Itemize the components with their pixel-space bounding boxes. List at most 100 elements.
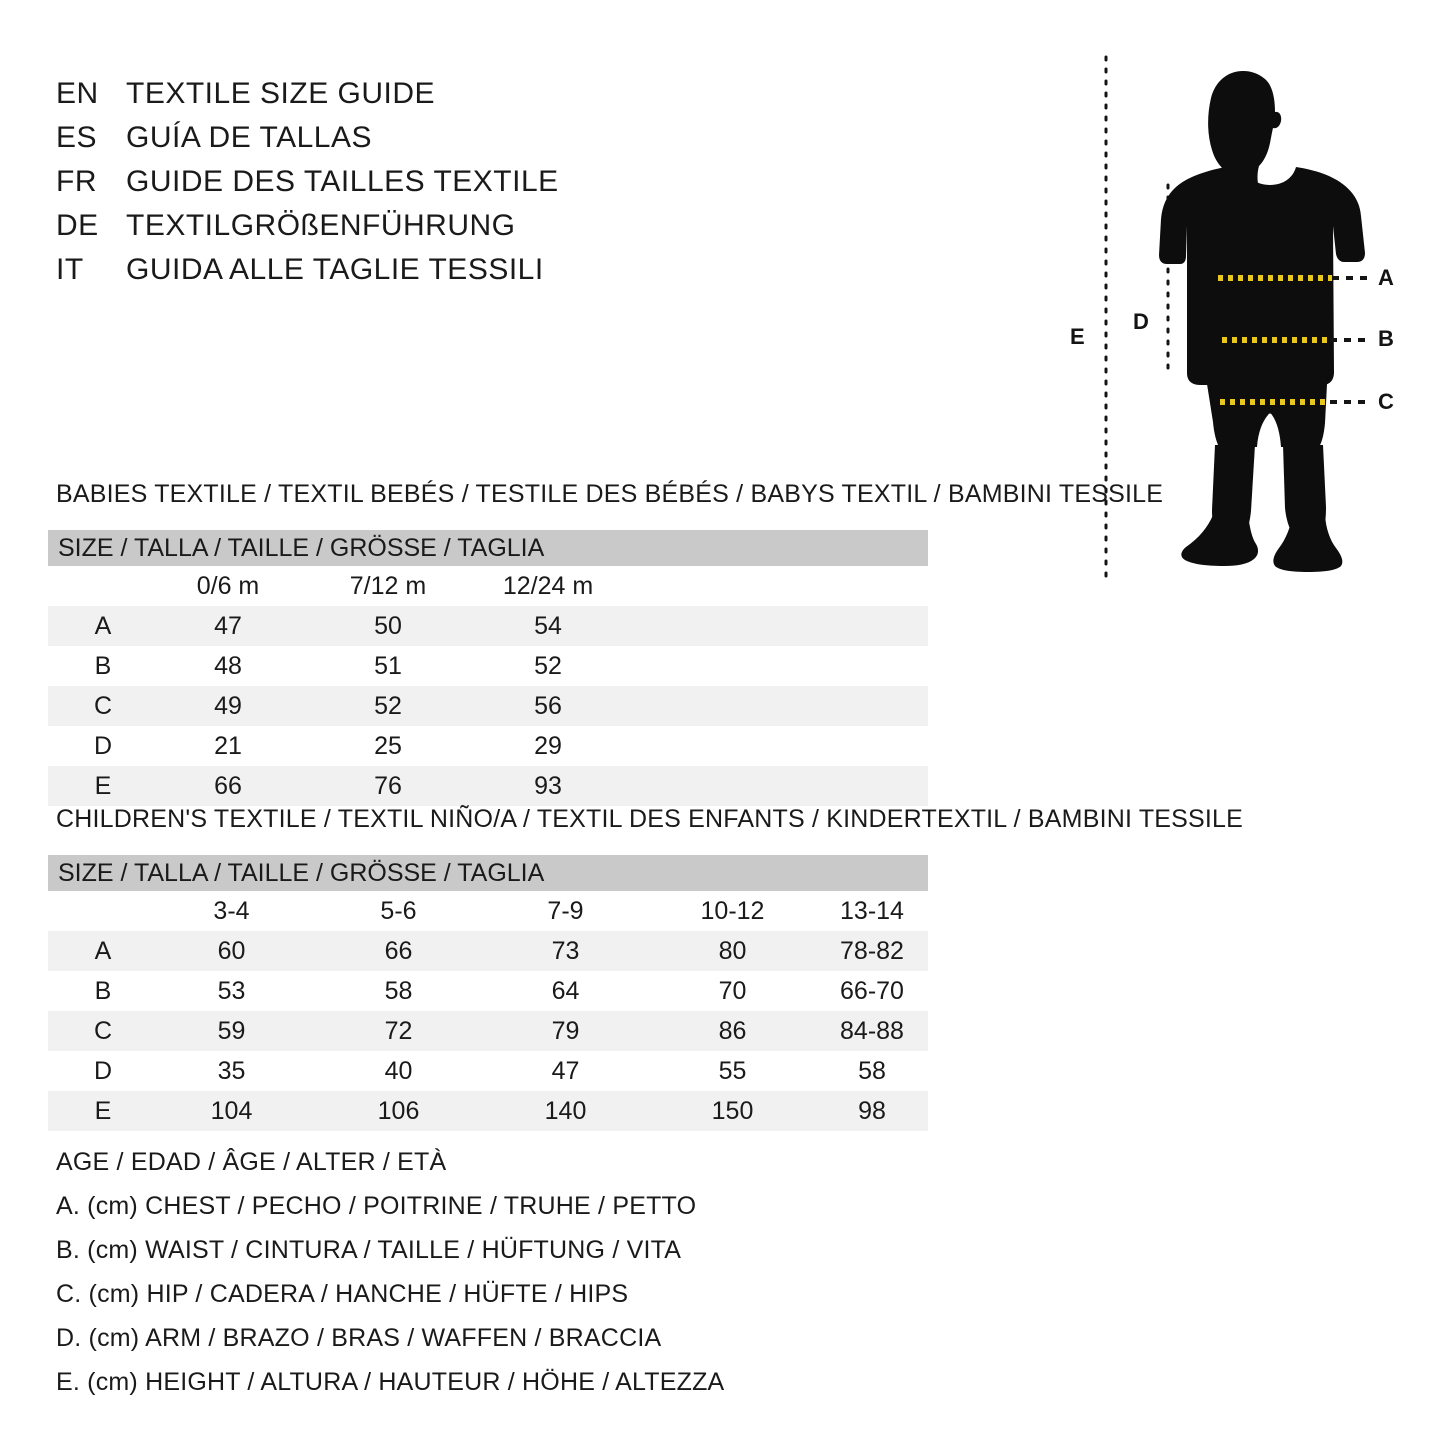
children-cell-b-3: 70 — [649, 971, 816, 1011]
table-row: D 21 25 29 — [48, 726, 929, 766]
children-cell-d-0: 35 — [148, 1051, 315, 1091]
children-size-table: SIZE / TALLA / TAILLE / GRÖSSE / TAGLIA … — [48, 855, 928, 1131]
children-column-header-3: 10-12 — [649, 891, 816, 931]
babies-group-header: SIZE / TALLA / TAILLE / GRÖSSE / TAGLIA — [48, 530, 929, 566]
measurement-legend: AGE / EDAD / ÂGE / ALTER / ETÀ A. (cm) C… — [56, 1140, 956, 1404]
children-cell-b-1: 58 — [315, 971, 482, 1011]
babies-cell-a-2: 54 — [468, 606, 628, 646]
language-header-block: EN TEXTILE SIZE GUIDE ES GUÍA DE TALLAS … — [56, 72, 676, 292]
language-row-it: IT GUIDA ALLE TAGLIE TESSILI — [56, 248, 676, 292]
table-row: A 47 50 54 — [48, 606, 929, 646]
babies-cell-c-0: 49 — [148, 686, 308, 726]
children-cell-a-0: 60 — [148, 931, 315, 971]
children-cell-a-2: 73 — [482, 931, 649, 971]
babies-cell-a-1: 50 — [308, 606, 468, 646]
children-cell-c-0: 59 — [148, 1011, 315, 1051]
babies-cell-e-0: 66 — [148, 766, 308, 806]
language-title-fr: GUIDE DES TAILLES TEXTILE — [126, 165, 559, 198]
babies-column-header-row: 0/6 m 7/12 m 12/24 m — [48, 566, 929, 606]
babies-cell-b-0: 48 — [148, 646, 308, 686]
babies-cell-b-2: 52 — [468, 646, 628, 686]
table-row: C 49 52 56 — [48, 686, 929, 726]
legend-line-arm: D. (cm) ARM / BRAZO / BRAS / WAFFEN / BR… — [56, 1324, 662, 1352]
children-cell-d-3: 55 — [649, 1051, 816, 1091]
measurement-figure-panel: E D A B C — [1040, 45, 1440, 595]
babies-cell-c-spacer — [628, 686, 929, 726]
legend-line-hip: C. (cm) HIP / CADERA / HANCHE / HÜFTE / … — [56, 1280, 629, 1308]
children-column-header-1: 5-6 — [315, 891, 482, 931]
babies-row-label-d: D — [48, 726, 148, 766]
children-group-header-row: SIZE / TALLA / TAILLE / GRÖSSE / TAGLIA — [48, 855, 928, 891]
children-cell-c-3: 86 — [649, 1011, 816, 1051]
dimension-label-a: A — [1378, 265, 1394, 290]
babies-column-header-1: 7/12 m — [308, 566, 468, 606]
children-cell-a-1: 66 — [315, 931, 482, 971]
babies-row-label-e: E — [48, 766, 148, 806]
babies-row-label-a: A — [48, 606, 148, 646]
legend-line-waist: B. (cm) WAIST / CINTURA / TAILLE / HÜFTU… — [56, 1236, 682, 1264]
children-row-label-e: E — [48, 1091, 148, 1131]
babies-cell-c-1: 52 — [308, 686, 468, 726]
babies-column-header-spacer — [628, 566, 929, 606]
language-title-es: GUÍA DE TALLAS — [126, 121, 372, 154]
children-cell-c-1: 72 — [315, 1011, 482, 1051]
babies-cell-d-1: 25 — [308, 726, 468, 766]
children-cell-c-4: 84-88 — [816, 1011, 928, 1051]
children-cell-d-1: 40 — [315, 1051, 482, 1091]
babies-row-label-b: B — [48, 646, 148, 686]
legend-line-chest: A. (cm) CHEST / PECHO / POITRINE / TRUHE… — [56, 1192, 697, 1220]
babies-column-header-0: 0/6 m — [148, 566, 308, 606]
babies-cell-e-1: 76 — [308, 766, 468, 806]
table-row: A 60 66 73 80 78-82 — [48, 931, 928, 971]
children-cell-e-4: 98 — [816, 1091, 928, 1131]
table-row: B 53 58 64 70 66-70 — [48, 971, 928, 1011]
babies-cell-a-0: 47 — [148, 606, 308, 646]
babies-cell-e-spacer — [628, 766, 929, 806]
babies-section-title: BABIES TEXTILE / TEXTIL BEBÉS / TESTILE … — [56, 480, 1164, 508]
children-cell-e-3: 150 — [649, 1091, 816, 1131]
children-column-header-2: 7-9 — [482, 891, 649, 931]
silhouette-body — [1159, 71, 1365, 572]
children-cell-d-2: 47 — [482, 1051, 649, 1091]
children-section-title: CHILDREN'S TEXTILE / TEXTIL NIÑO/A / TEX… — [56, 805, 1244, 833]
children-row-label-c: C — [48, 1011, 148, 1051]
table-row: B 48 51 52 — [48, 646, 929, 686]
table-row: C 59 72 79 86 84-88 — [48, 1011, 928, 1051]
babies-column-header-2: 12/24 m — [468, 566, 628, 606]
dimension-label-b: B — [1378, 326, 1394, 351]
children-row-label-b: B — [48, 971, 148, 1011]
language-row-de: DE TEXTILGRÖßENFÜHRUNG — [56, 204, 676, 248]
children-cell-e-0: 104 — [148, 1091, 315, 1131]
babies-cell-b-spacer — [628, 646, 929, 686]
babies-cell-b-1: 51 — [308, 646, 468, 686]
table-row: E 104 106 140 150 98 — [48, 1091, 928, 1131]
children-cell-d-4: 58 — [816, 1051, 928, 1091]
dimension-label-c: C — [1378, 389, 1394, 414]
dimension-label-d: D — [1133, 309, 1149, 334]
dimension-label-e: E — [1070, 324, 1085, 349]
children-cell-b-2: 64 — [482, 971, 649, 1011]
legend-line-age: AGE / EDAD / ÂGE / ALTER / ETÀ — [56, 1148, 447, 1176]
language-code-es: ES — [56, 121, 98, 154]
children-column-header-row: 3-4 5-6 7-9 10-12 13-14 — [48, 891, 928, 931]
language-title-it: GUIDA ALLE TAGLIE TESSILI — [126, 253, 544, 286]
children-column-header-4: 13-14 — [816, 891, 928, 931]
babies-cell-e-2: 93 — [468, 766, 628, 806]
language-code-de: DE — [56, 209, 99, 242]
children-cell-b-0: 53 — [148, 971, 315, 1011]
babies-group-header-row: SIZE / TALLA / TAILLE / GRÖSSE / TAGLIA — [48, 530, 929, 566]
legend-line-height: E. (cm) HEIGHT / ALTURA / HAUTEUR / HÖHE… — [56, 1368, 725, 1396]
babies-corner-cell — [48, 566, 148, 606]
children-cell-c-2: 79 — [482, 1011, 649, 1051]
babies-cell-a-spacer — [628, 606, 929, 646]
language-row-fr: FR GUIDE DES TAILLES TEXTILE — [56, 160, 676, 204]
babies-cell-d-0: 21 — [148, 726, 308, 766]
language-code-it: IT — [56, 253, 84, 286]
children-cell-e-2: 140 — [482, 1091, 649, 1131]
children-cell-e-1: 106 — [315, 1091, 482, 1131]
table-row: E 66 76 93 — [48, 766, 929, 806]
babies-cell-c-2: 56 — [468, 686, 628, 726]
children-row-label-d: D — [48, 1051, 148, 1091]
language-title-en: TEXTILE SIZE GUIDE — [126, 77, 436, 110]
children-cell-b-4: 66-70 — [816, 971, 928, 1011]
